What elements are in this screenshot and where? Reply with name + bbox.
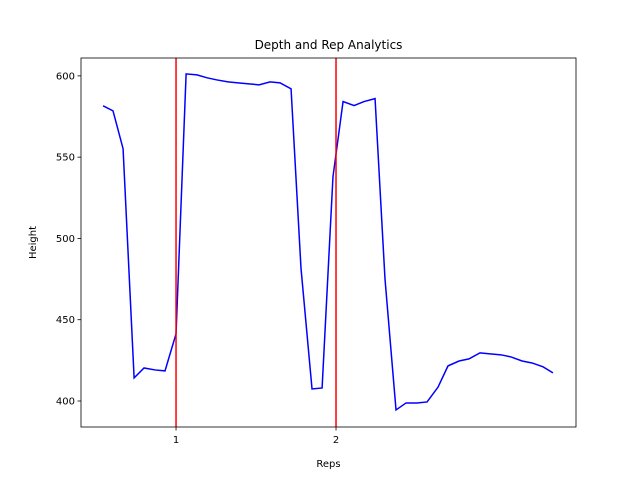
chart-title: Depth and Rep Analytics <box>255 38 403 52</box>
y-axis-label: Height <box>28 226 39 259</box>
plot-frame <box>80 57 577 428</box>
y-tick-label: 550 <box>56 153 75 164</box>
y-tick-label: 450 <box>56 315 75 326</box>
y-tick-label: 500 <box>56 234 75 245</box>
data-line <box>102 73 554 412</box>
y-tick-label: 600 <box>56 71 75 82</box>
y-tick-label: 400 <box>56 396 75 407</box>
x-tick-label: 2 <box>333 435 339 446</box>
x-axis-label: Reps <box>316 459 340 470</box>
x-tick-label: 1 <box>173 435 179 446</box>
